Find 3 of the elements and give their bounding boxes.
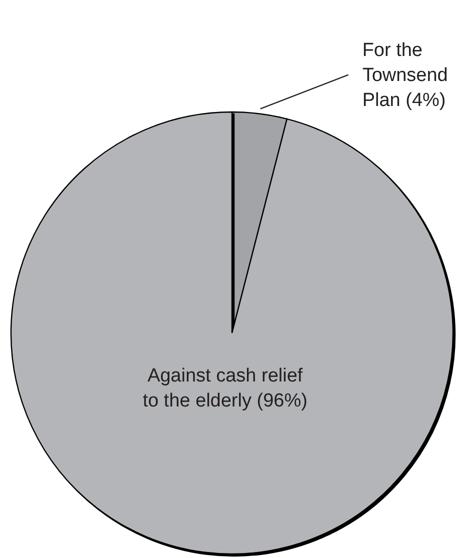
slice-label: Against cash relief to the elderly (96%) (142, 364, 308, 411)
slice-label: For the Townsend Plan (4%) (362, 39, 448, 110)
pie-slice (10, 111, 454, 554)
